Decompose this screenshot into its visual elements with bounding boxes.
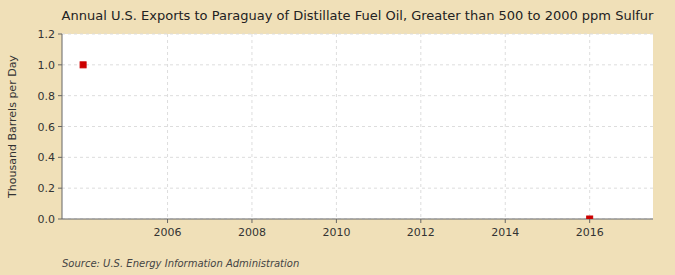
y-tick-label: 1.0 (38, 59, 56, 72)
y-grid-line (62, 95, 653, 96)
y-tick (58, 34, 62, 35)
y-grid-line (62, 188, 653, 189)
x-tick-label: 2008 (238, 226, 266, 239)
x-tick (167, 219, 168, 223)
x-tick-label: 2016 (576, 226, 604, 239)
y-tick (58, 95, 62, 96)
chart: 0.0 0.2 0.4 0.6 0.8 1.0 1.2 2006 2008 2010 2012 201… (0, 0, 675, 275)
y-axis-label: Thousand Barrels per Day (6, 55, 19, 199)
y-grid-line (62, 219, 653, 220)
y-axis-line (62, 34, 63, 219)
grid (62, 34, 653, 219)
y-tick-label: 0.6 (38, 121, 56, 134)
point (587, 216, 593, 219)
y-tick-label: 0.0 (38, 213, 56, 226)
x-grid-line (505, 34, 506, 219)
plot-background (62, 34, 653, 219)
title: Annual U.S. Exports to Paraguay of Disti… (62, 8, 655, 23)
x-grid-line (336, 34, 337, 219)
x-tick-label: 2012 (407, 226, 435, 239)
y-tick-label: 0.8 (38, 90, 56, 103)
y-grid-line (62, 157, 653, 158)
y-tick-label: 1.2 (38, 28, 56, 41)
x-tick (251, 219, 252, 223)
y-tick (58, 157, 62, 158)
y-tick (58, 126, 62, 127)
x-tick (336, 219, 337, 223)
y-tick-label: 0.4 (38, 151, 56, 164)
x-tick (589, 219, 590, 223)
points (80, 62, 593, 219)
y-tick (58, 188, 62, 189)
x-tick-label: 2014 (491, 226, 519, 239)
y-tick-label: 0.2 (38, 182, 56, 195)
x-tick-label: 2010 (322, 226, 350, 239)
axes: 0.0 0.2 0.4 0.6 0.8 1.0 1.2 2006 2008 2010 2012 201… (38, 28, 654, 239)
x-tick (505, 219, 506, 223)
x-tick-label: 2006 (154, 226, 182, 239)
x-grid-line (167, 34, 168, 219)
point (80, 62, 86, 68)
y-tick (58, 64, 62, 65)
y-grid-line (62, 64, 653, 65)
x-axis-line (62, 219, 653, 220)
figure-background (0, 0, 675, 275)
source: Source: U.S. Energy Information Administ… (62, 258, 299, 269)
y-tick (58, 219, 62, 220)
y-grid-line (62, 34, 653, 35)
x-grid-line (251, 34, 252, 219)
y-grid-line (62, 126, 653, 127)
x-tick (420, 219, 421, 223)
x-grid-line (420, 34, 421, 219)
x-grid-line (589, 34, 590, 219)
